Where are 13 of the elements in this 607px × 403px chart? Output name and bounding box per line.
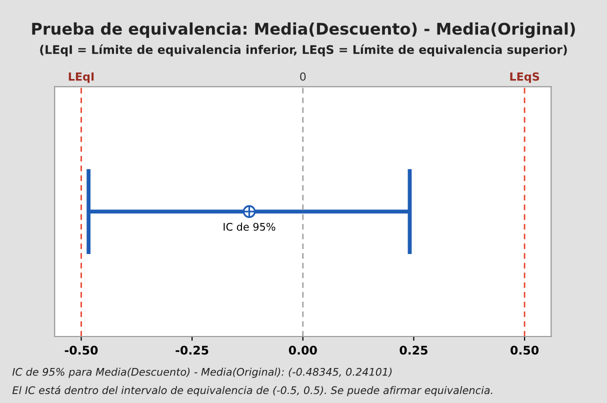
text: IC de 95% para Media(Descuento) - Media(Original): (-0.48345, 0.24101)	[12, 368, 392, 378]
annotation: IC de 95%	[224, 222, 276, 231]
x-tick-label: -0.50	[64, 346, 98, 355]
x-tick-label: 0.00	[288, 346, 317, 355]
x-tick-label: -0.25	[176, 346, 208, 355]
ref-line-label: LEqI	[68, 72, 94, 83]
x-tick-label: 0.25	[400, 346, 428, 355]
chart-subtitle: (LEqI = Límite de equivalencia inferior, LEqS = Límite de equivalencia superior)	[40, 44, 567, 56]
ref-line-label: 0	[300, 72, 306, 81]
text: El IC está dentro del intervalo de equivalencia de (-0.5, 0.5). Se puede afirmar equivalencia.	[12, 386, 492, 396]
ref-line-label: LEqS	[510, 72, 540, 83]
x-tick-label: 0.50	[510, 346, 539, 355]
chart-title: Prueba de equivalencia: Media(Descuento) - Media(Original)	[32, 22, 575, 38]
